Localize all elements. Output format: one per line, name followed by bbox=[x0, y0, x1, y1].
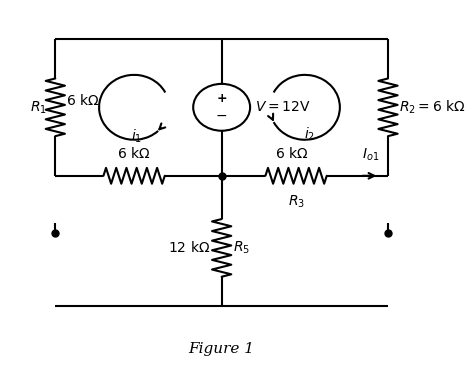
Text: $V = 12$V: $V = 12$V bbox=[256, 100, 311, 114]
Text: $R_5$: $R_5$ bbox=[233, 240, 250, 256]
Text: $R_3$: $R_3$ bbox=[287, 194, 304, 210]
Text: $i_2$: $i_2$ bbox=[304, 125, 315, 143]
Text: 6 k$\Omega$: 6 k$\Omega$ bbox=[275, 146, 308, 161]
Text: 12 k$\Omega$: 12 k$\Omega$ bbox=[169, 240, 211, 255]
Text: −: − bbox=[216, 109, 228, 123]
Text: $i_1$: $i_1$ bbox=[131, 127, 142, 145]
Text: $R_2 = 6$ k$\Omega$: $R_2 = 6$ k$\Omega$ bbox=[399, 98, 466, 116]
Text: 6 k$\Omega$: 6 k$\Omega$ bbox=[117, 146, 151, 161]
Text: 6 k$\Omega$: 6 k$\Omega$ bbox=[66, 93, 100, 108]
Text: $I_{o1}$: $I_{o1}$ bbox=[362, 147, 379, 163]
Text: $R_1$: $R_1$ bbox=[29, 99, 47, 116]
Text: +: + bbox=[216, 92, 227, 105]
Text: Figure 1: Figure 1 bbox=[189, 342, 255, 356]
